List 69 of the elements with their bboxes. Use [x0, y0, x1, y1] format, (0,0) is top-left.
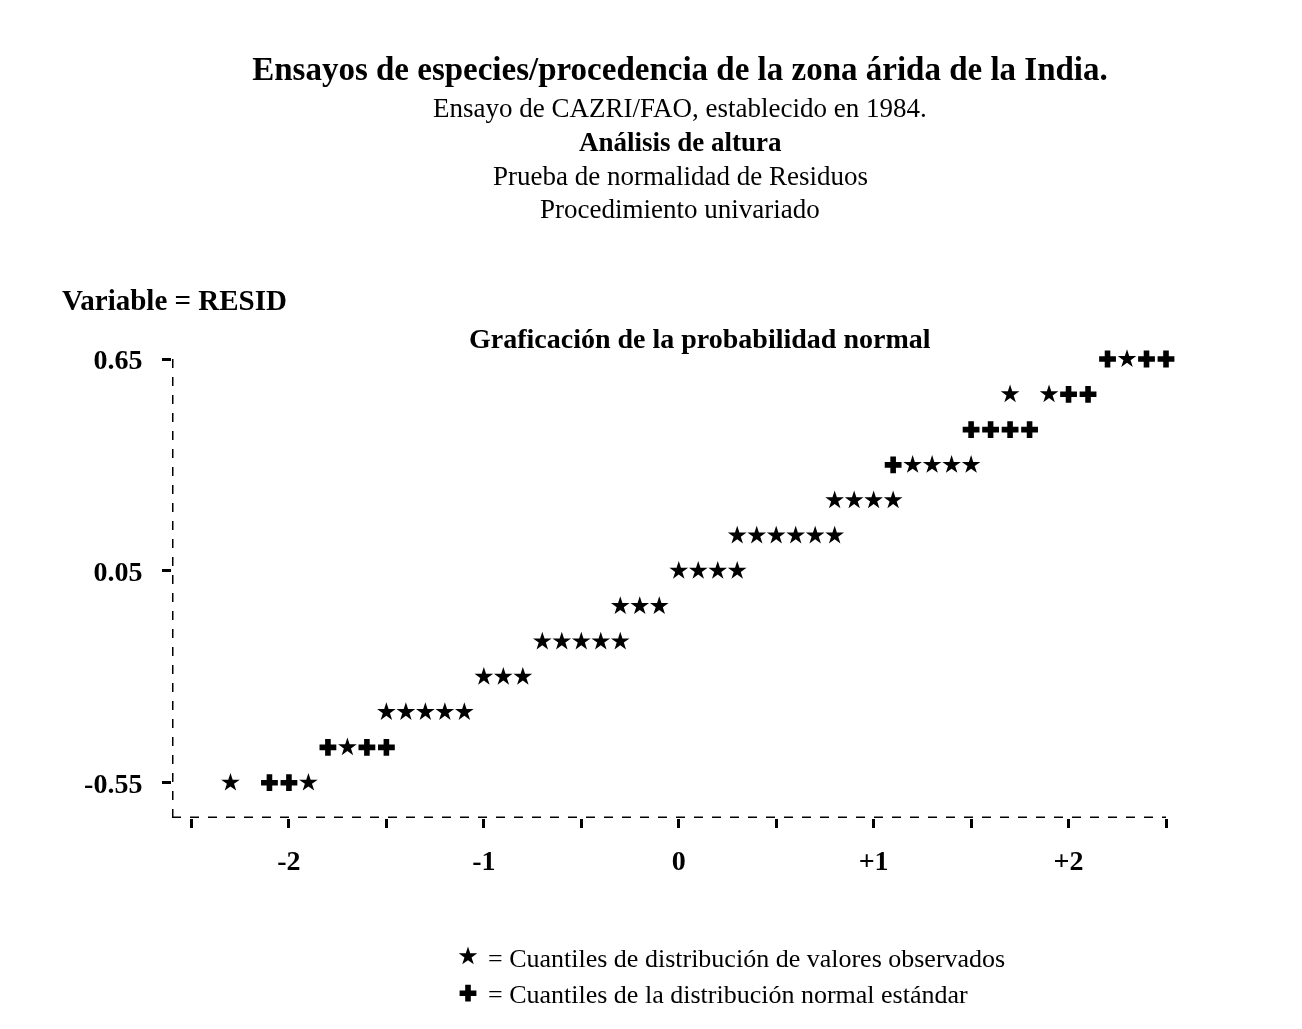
point [864, 490, 883, 509]
point [338, 737, 357, 756]
x-tick-label: +1 [858, 844, 889, 876]
point [1079, 385, 1097, 403]
point [261, 774, 278, 792]
x-tick-label: -2 [277, 844, 301, 876]
point [825, 490, 844, 509]
point [435, 702, 455, 721]
point [708, 561, 728, 579]
x-tick-label: -1 [472, 844, 496, 876]
chart-subtitle: Ensayo de CAZRI/FAO, establecido en 1984. Análisis de altura Prueba de normalidad de Residuos Procedimiento univariado [433, 93, 927, 224]
y-tick-label: -0.55 [84, 767, 143, 799]
point [299, 772, 318, 791]
legend-label: = Cuantiles de la distribución normal estándar [488, 980, 968, 1010]
point [358, 738, 376, 756]
point [377, 738, 395, 756]
y-tick-label: 0.05 [93, 555, 143, 587]
point [1039, 384, 1059, 403]
point [1138, 350, 1155, 368]
point [377, 702, 396, 721]
point [961, 455, 981, 473]
point [727, 525, 747, 544]
point [1000, 384, 1020, 403]
point [610, 596, 630, 615]
point [1117, 349, 1137, 367]
chart-title: Ensayos de especies/procedencia de la zona árida de la India. [252, 50, 1108, 87]
point [688, 561, 708, 579]
point [1001, 421, 1019, 439]
point [319, 738, 337, 756]
point [280, 774, 298, 792]
point [455, 702, 474, 721]
point [825, 525, 844, 544]
y-axis-title: Variable = RESID [62, 284, 287, 316]
point [591, 631, 611, 650]
point [942, 455, 961, 473]
point [669, 561, 689, 579]
point [552, 631, 572, 650]
point [982, 421, 999, 439]
point [571, 631, 591, 650]
point [805, 525, 825, 544]
y-tick-label: 0.65 [93, 343, 143, 375]
point [610, 631, 630, 650]
point [727, 561, 747, 579]
point [649, 596, 669, 615]
text: Graficación de la probabilidad normal [469, 323, 931, 354]
point [1157, 350, 1175, 368]
point [883, 490, 903, 509]
point [221, 772, 240, 791]
point [630, 596, 650, 615]
point [786, 525, 806, 544]
legend-label: = Cuantiles de distribución de valores observados [488, 943, 1006, 973]
point [844, 490, 864, 509]
x-tick-label: +2 [1053, 844, 1084, 876]
point [922, 455, 942, 473]
point [396, 702, 416, 721]
point [766, 525, 786, 544]
point [884, 456, 902, 474]
point [513, 666, 533, 685]
point [494, 666, 513, 685]
point [532, 631, 552, 650]
point [1021, 421, 1038, 439]
point [962, 421, 980, 439]
point [416, 702, 435, 721]
point [903, 455, 922, 473]
point [747, 525, 767, 544]
point [474, 666, 494, 685]
point [1060, 385, 1077, 403]
x-tick-label: 0 [671, 844, 686, 876]
point [1099, 350, 1116, 368]
